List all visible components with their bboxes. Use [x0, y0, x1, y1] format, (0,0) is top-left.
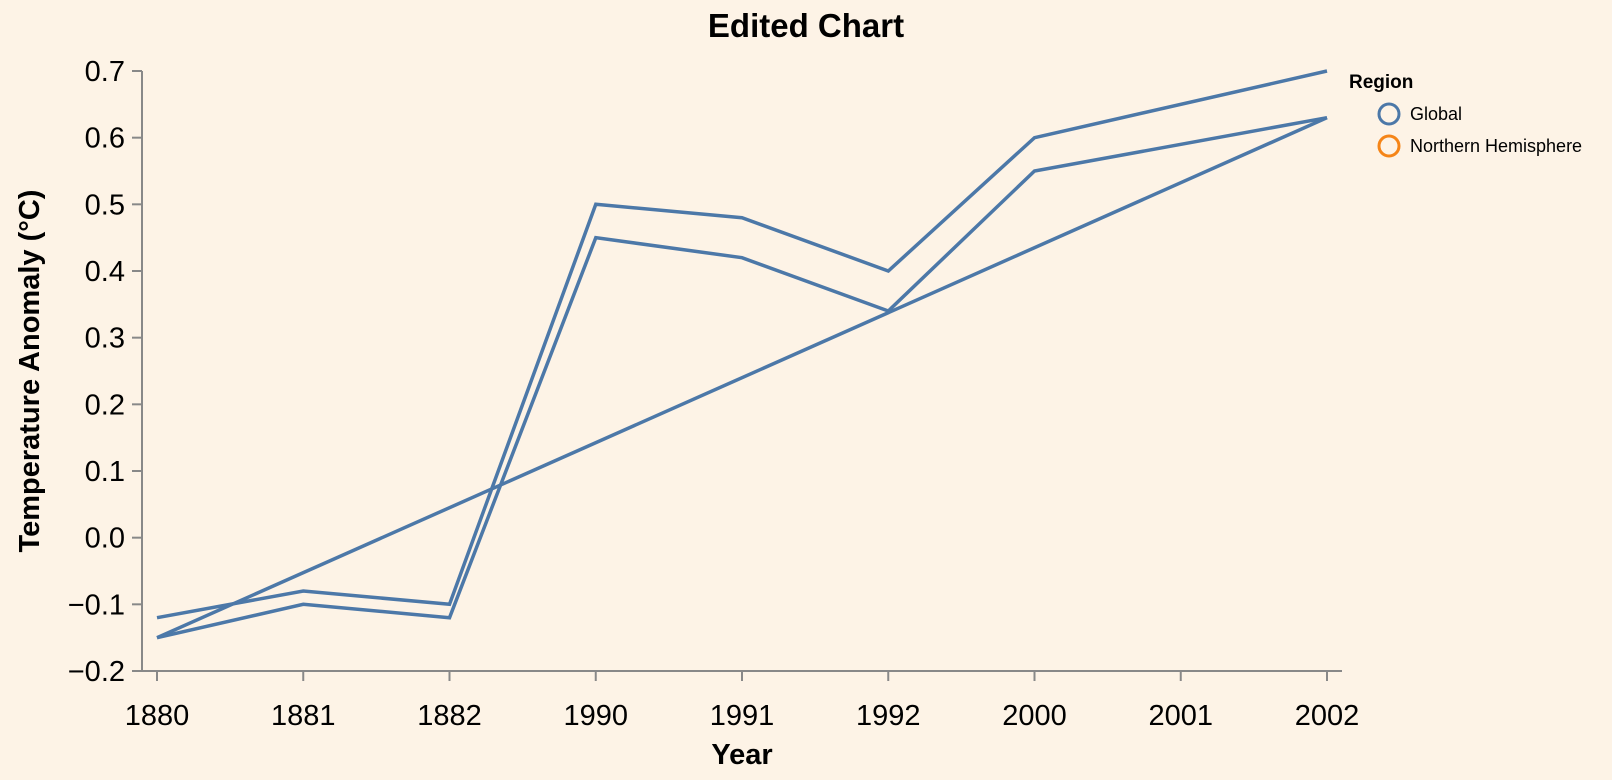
series-layer [156, 69, 1328, 640]
x-axis: 1880 1881 1882 1990 1991 1992 2000 2001 2002 [125, 670, 1360, 732]
y-tick-label: 0.2 [85, 389, 125, 421]
y-axis-title: Temperature Anomaly (°C) [14, 190, 46, 553]
y-tick-label: 0.4 [85, 256, 125, 288]
x-tick-label: 1880 [125, 700, 190, 732]
x-tick-label: 1991 [710, 700, 775, 732]
y-tick-label: 0.5 [85, 189, 125, 221]
legend-label-northern-hemisphere: Northern Hemisphere [1410, 136, 1582, 156]
y-tick-label: −0.2 [68, 656, 125, 688]
legend-item-northern-hemisphere[interactable]: Northern Hemisphere [1377, 134, 1582, 158]
y-tick-label: 0.6 [85, 123, 125, 155]
x-tick-label: 1882 [417, 700, 482, 732]
x-tick-label: 2001 [1148, 700, 1213, 732]
y-tick-label: 0.7 [85, 56, 125, 88]
chart-title: Edited Chart [708, 7, 904, 44]
series-line-3 [156, 116, 1328, 640]
legend-symbol-northern-hemisphere [1377, 134, 1401, 158]
x-tick-label: 2002 [1295, 700, 1360, 732]
x-axis-title: Year [711, 739, 772, 771]
legend-item-global[interactable]: Global [1377, 102, 1462, 126]
x-tick-label: 1881 [271, 700, 336, 732]
x-tick-label: 1992 [856, 700, 921, 732]
x-tick-label: 1990 [563, 700, 628, 732]
x-tick-label: 2000 [1002, 700, 1067, 732]
legend-label-global: Global [1410, 104, 1462, 124]
y-tick-label: 0.3 [85, 323, 125, 355]
series-line-2 [156, 115, 1328, 640]
series-line-1 [156, 69, 1328, 620]
legend: Region Global Northern Hemisphere [1349, 72, 1582, 158]
y-tick-label: 0.0 [85, 523, 125, 555]
legend-title: Region [1349, 72, 1413, 93]
legend-symbol-global [1377, 102, 1401, 126]
y-tick-label: 0.1 [85, 456, 125, 488]
y-axis: −0.2 −0.1 0.0 0.1 0.2 0.3 0.4 0.5 0.6 0.7 [68, 56, 143, 688]
y-tick-label: −0.1 [68, 589, 125, 621]
